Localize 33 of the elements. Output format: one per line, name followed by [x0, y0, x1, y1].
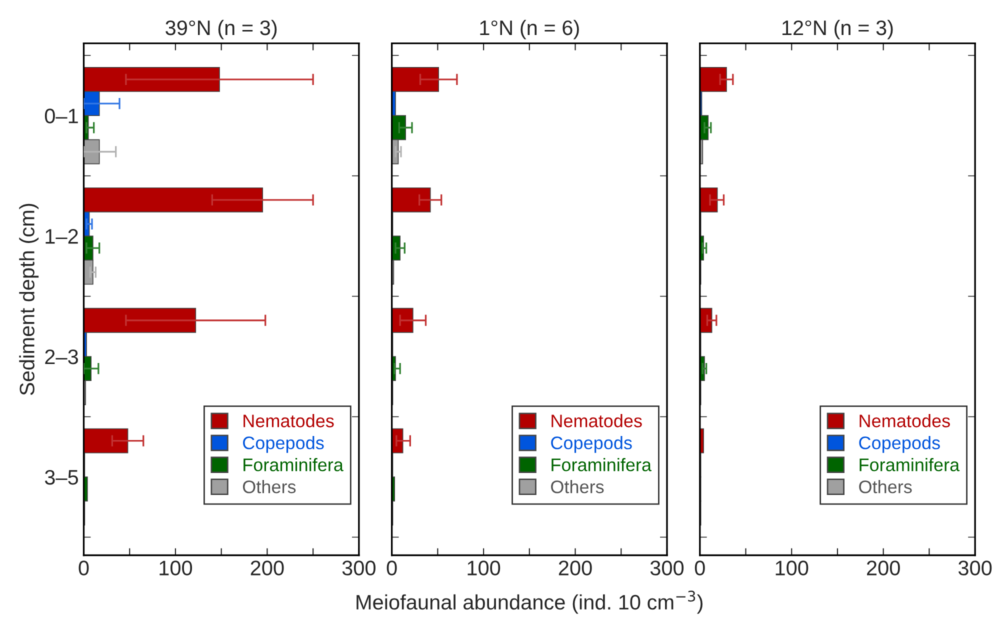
x-tick-label: 300 — [958, 560, 992, 576]
y-axis-title: Sediment depth (cm) — [19, 204, 39, 396]
legend-label: Nematodes — [552, 414, 642, 428]
legend-label: Others — [551, 480, 604, 494]
x-tick-label: 200 — [867, 560, 900, 576]
x-tick-label: 100 — [160, 560, 192, 576]
x-axis-title: Meiofaunal abundance (ind. 10 cm$^{−3}$) — [356, 590, 702, 614]
legend-label: Nematodes — [244, 414, 334, 428]
legend-label: Others — [859, 480, 912, 494]
legend-label: Nematodes — [860, 414, 950, 428]
legend-label: Foraminifera — [244, 458, 344, 472]
legend-label: Foraminifera — [860, 458, 960, 472]
x-tick-label: 300 — [342, 560, 376, 576]
y-tick-label: 3–5 — [44, 470, 78, 485]
x-tick-label: 0 — [78, 560, 89, 576]
x-tick-label: 200 — [250, 560, 284, 576]
x-tick-label: 100 — [468, 560, 500, 576]
x-tick-label: 300 — [650, 560, 684, 576]
x-tick-label: 0 — [694, 560, 705, 576]
legend-label: Copepods — [243, 436, 324, 453]
chart-title: 12°N (n = 3) — [782, 20, 893, 40]
chart-title: 39°N (n = 3) — [166, 20, 277, 40]
chart-title: 1°N (n = 6) — [480, 20, 579, 40]
y-tick-label: 0–1 — [44, 108, 78, 124]
legend-label: Others — [242, 480, 296, 494]
legend-label: Foraminifera — [552, 458, 652, 472]
y-tick-label: 1–2 — [46, 229, 78, 244]
y-tick-label: 2–3 — [45, 350, 78, 364]
legend-label: Copepods — [859, 436, 940, 453]
x-tick-label: 0 — [386, 560, 397, 576]
x-tick-label: 200 — [558, 560, 592, 576]
legend-label: Copepods — [551, 436, 632, 453]
x-tick-label: 100 — [776, 560, 808, 576]
